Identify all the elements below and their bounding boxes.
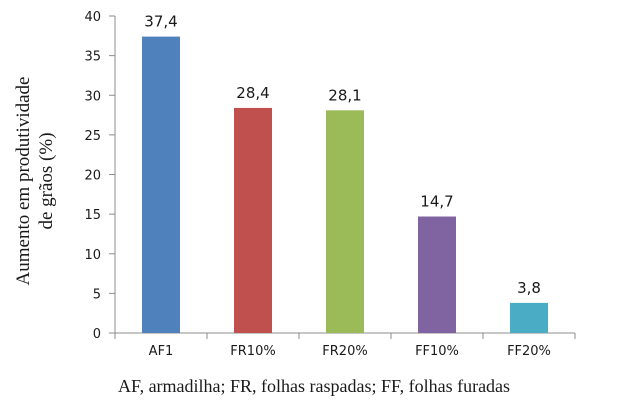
y-tick-label: 35 [84, 50, 101, 65]
data-label: 28,1 [328, 86, 361, 104]
bar-ff20pct [510, 302, 548, 333]
y-tick-label: 20 [84, 169, 101, 184]
bar-ff10pct [418, 216, 456, 333]
y-axis-ticks: 0 5 10 15 20 25 30 35 40 [84, 10, 115, 342]
y-tick-label: 25 [84, 129, 101, 144]
x-axis-ticks: AF1 FR10% FR20% FF10% FF20% [114, 333, 576, 359]
bar-fr10pct [234, 107, 272, 334]
x-tick-label: AF1 [149, 344, 174, 359]
x-tick-label: FR20% [322, 344, 367, 359]
y-axis-label-line-2: de grãos (%) [36, 132, 57, 229]
y-tick-label: 30 [84, 89, 101, 104]
y-tick-label: 40 [84, 10, 101, 25]
y-tick-label: 0 [93, 327, 101, 342]
bar-af1 [142, 36, 180, 333]
y-axis-label: Aumento em produtividade de grãos (%) [13, 77, 57, 286]
bar-fr20pct [326, 110, 364, 334]
chart-caption: AF, armadilha; FR, folhas raspadas; FF, … [118, 376, 511, 396]
y-axis-label-line-1: Aumento em produtividade [13, 77, 34, 286]
data-label: 28,4 [236, 84, 269, 102]
x-tick-label: FF20% [507, 344, 551, 359]
data-label: 37,4 [144, 13, 177, 31]
y-tick-label: 15 [84, 208, 101, 223]
x-tick-label: FF10% [415, 344, 459, 359]
x-tick-label: FR10% [230, 344, 275, 359]
data-label: 3,8 [517, 279, 541, 297]
bars: 37,4 28,4 28,1 14,7 3,8 [142, 13, 548, 334]
data-label: 14,7 [420, 193, 453, 211]
y-tick-label: 10 [84, 248, 101, 263]
y-tick-label: 5 [93, 287, 101, 302]
